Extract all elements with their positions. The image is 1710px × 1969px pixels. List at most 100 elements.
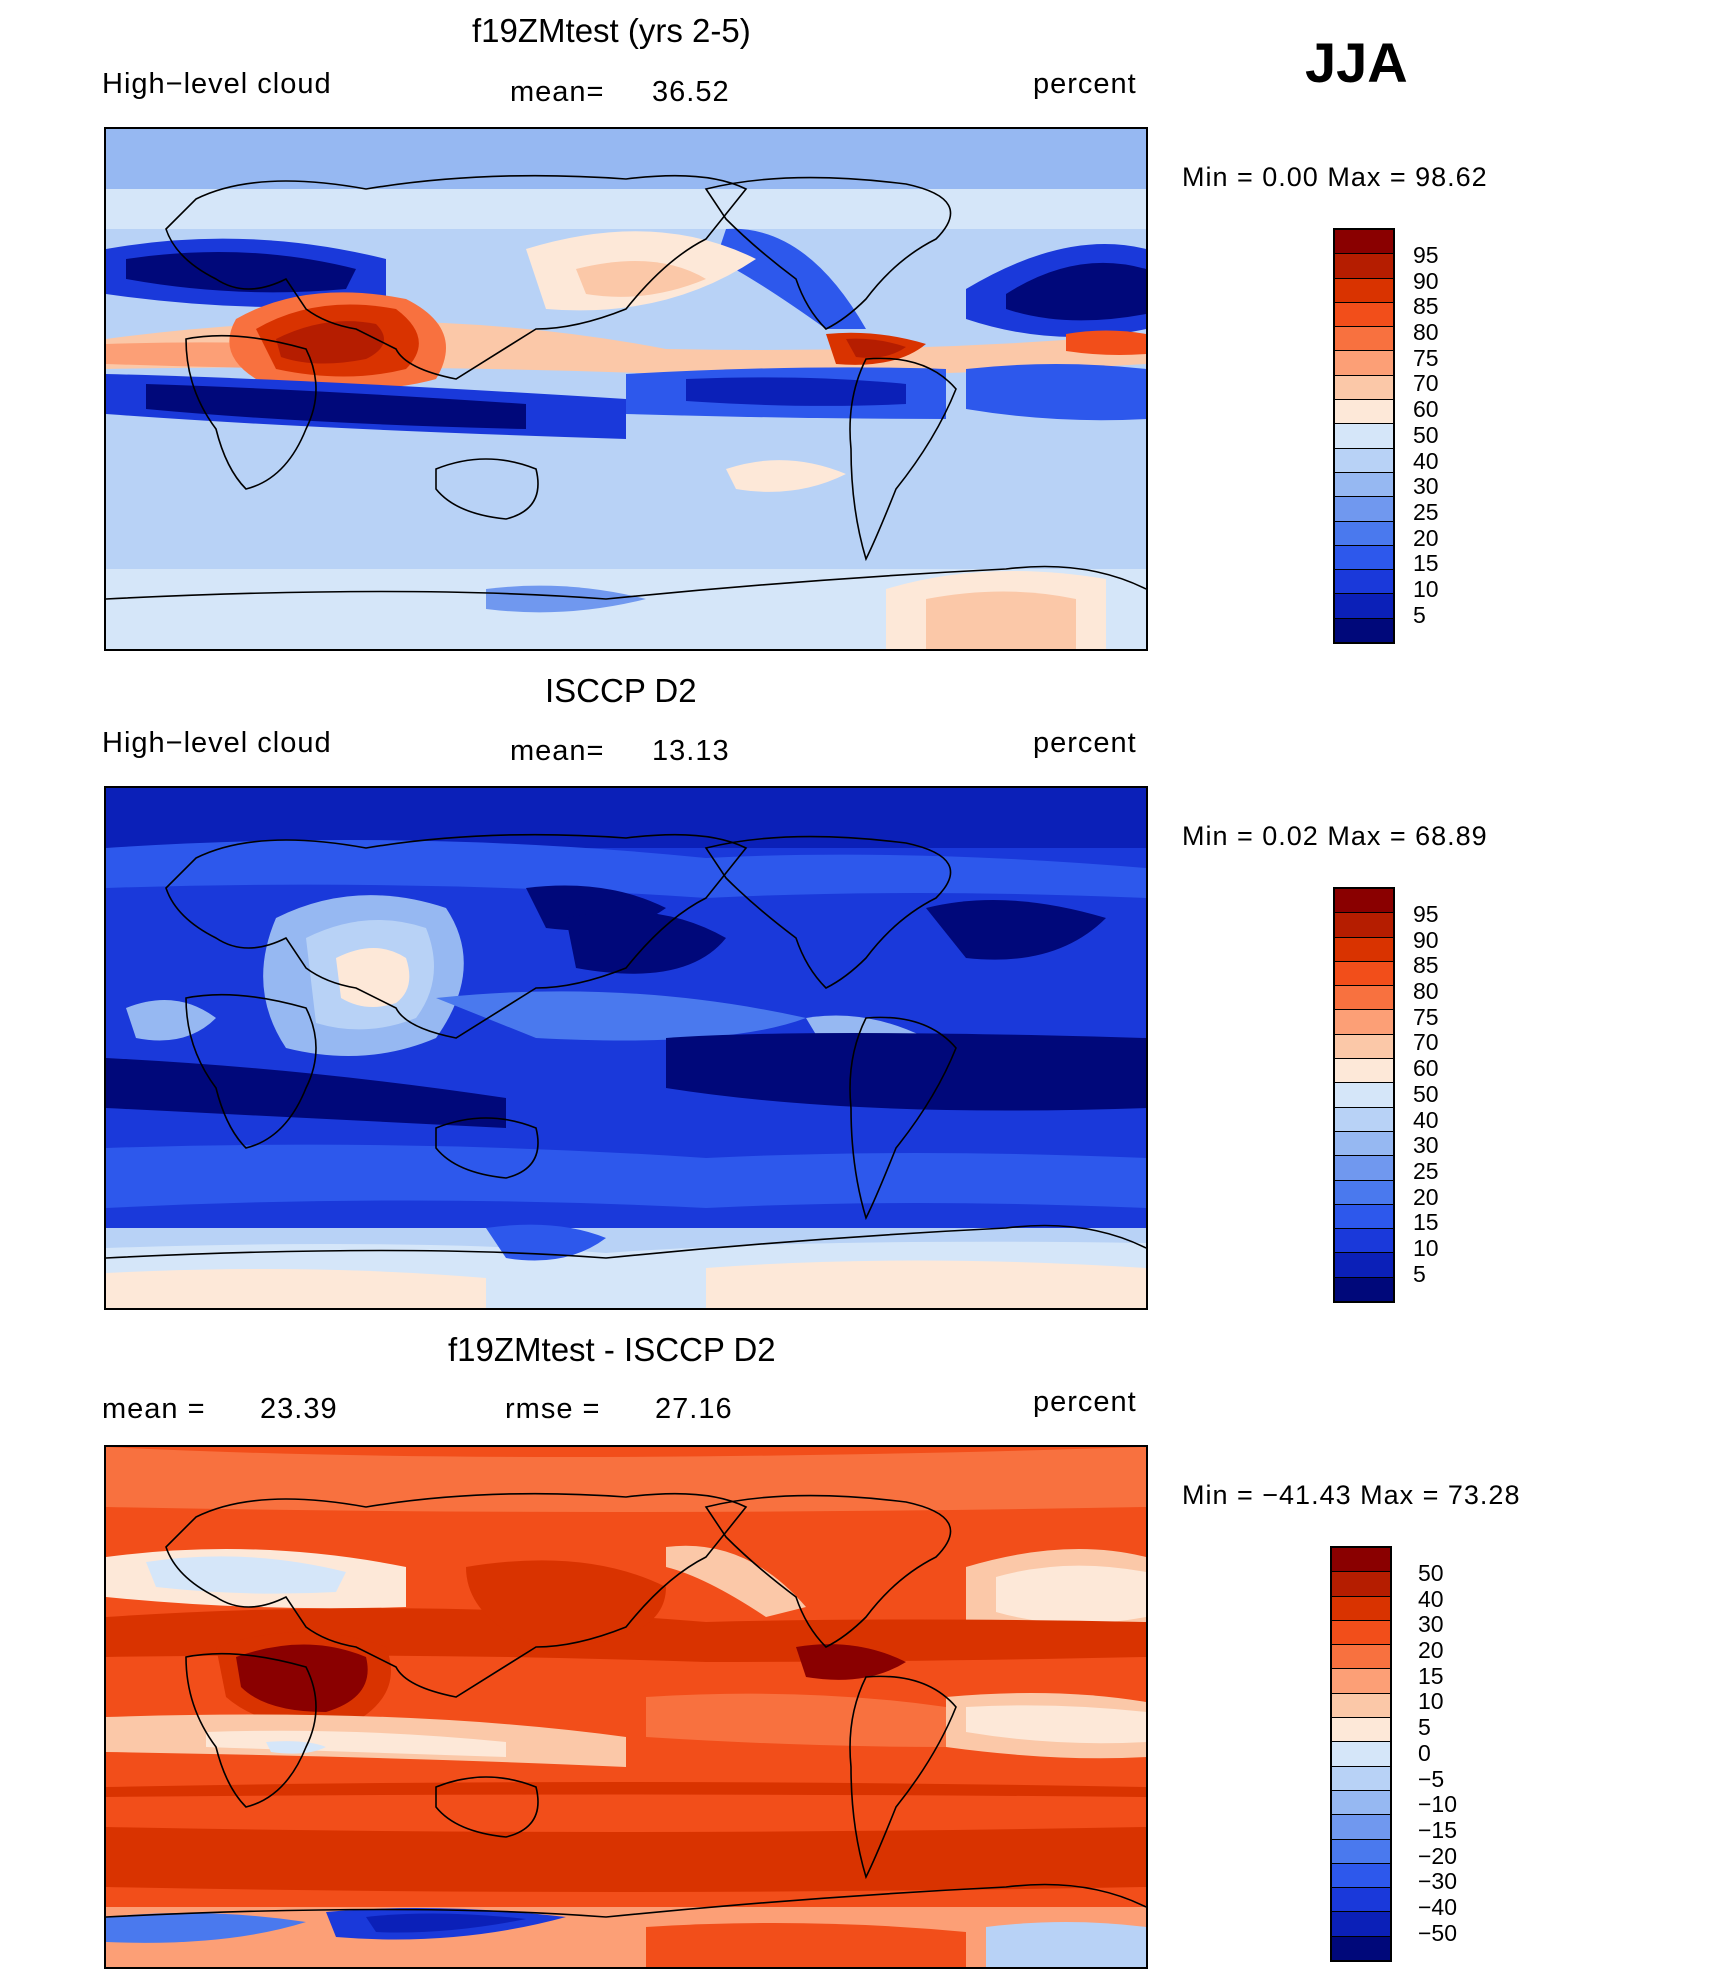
colorbar-tick-label: 50	[1418, 1560, 1444, 1586]
colorbar-tick-label: 25	[1413, 1157, 1439, 1184]
colorbar-segment	[1335, 1107, 1393, 1132]
colorbar-segment	[1335, 1156, 1393, 1181]
colorbar-segment	[1332, 1596, 1390, 1621]
colorbar-segment	[1335, 594, 1393, 619]
colorbar-segment	[1335, 400, 1393, 425]
colorbar-tick-label: 15	[1418, 1662, 1444, 1689]
colorbar-segment	[1332, 1548, 1390, 1573]
colorbar-segment	[1332, 1572, 1390, 1597]
colorbar-segment	[1335, 1180, 1393, 1205]
colorbar-segment	[1335, 1204, 1393, 1230]
colorbar-tick-label: 80	[1413, 319, 1439, 346]
colorbar-tick-label: 20	[1413, 1183, 1439, 1210]
min-max-readout: Min = 0.02 Max = 68.89	[1182, 821, 1488, 851]
colorbar-segment	[1335, 1229, 1393, 1254]
difference-map	[104, 1445, 1148, 1969]
min-max-readout: Min = −41.43 Max = 73.28	[1182, 1480, 1521, 1510]
colorbar-tick-label: −5	[1418, 1765, 1445, 1792]
colorbar-segment	[1335, 278, 1393, 303]
mean-label: mean=	[510, 76, 605, 108]
observation-map	[104, 786, 1148, 1310]
colorbar-tick-label: 10	[1413, 575, 1439, 602]
colorbar-tick-label: 0	[1418, 1739, 1431, 1766]
colorbar-segment	[1332, 1888, 1390, 1913]
colorbar-segment	[1335, 254, 1393, 279]
min-max-readout: Min = 0.00 Max = 98.62	[1182, 162, 1488, 192]
colorbar-tick-label: 20	[1418, 1637, 1444, 1664]
mean-value: 36.52	[652, 76, 730, 108]
season-label: JJA	[1305, 31, 1408, 94]
colorbar-segment	[1332, 1863, 1390, 1889]
colorbar-tick-label: 70	[1413, 1029, 1439, 1056]
colorbar-segment	[1332, 1839, 1390, 1864]
colorbar-tick-label: 25	[1413, 498, 1439, 525]
colorbar-tick-label: 10	[1418, 1688, 1444, 1715]
colorbar-segment	[1335, 302, 1393, 328]
colorbar-tick-label: 5	[1418, 1714, 1431, 1741]
colorbar-tick-label: 5	[1413, 601, 1426, 628]
mean-value: 13.13	[652, 735, 730, 767]
variable-label: High−level cloud	[102, 68, 332, 100]
colorbar-tick-label: 30	[1418, 1611, 1444, 1638]
colorbar-tick-label: −10	[1418, 1791, 1458, 1818]
colorbar-tick-label: 30	[1413, 473, 1439, 500]
colorbar-segment	[1335, 448, 1393, 473]
colorbar-tick-label: 60	[1413, 1055, 1439, 1082]
colorbar-tick-label: 95	[1413, 901, 1439, 927]
colorbar-segment	[1335, 497, 1393, 522]
panel-title: ISCCP D2	[545, 672, 697, 709]
colorbar	[1333, 228, 1395, 644]
model-map	[104, 127, 1148, 651]
colorbar-segment	[1335, 1277, 1393, 1302]
colorbar-segment	[1335, 230, 1393, 255]
units-label: percent	[1033, 727, 1137, 759]
units-label: percent	[1033, 1386, 1137, 1418]
colorbar-ticks: 95 90 85 80 75 70 60 50 40 30 25 20 15 10 5	[1413, 901, 1439, 1287]
colorbar-segment	[1335, 937, 1393, 962]
colorbar-segment	[1335, 327, 1393, 352]
rmse-value: 27.16	[655, 1393, 733, 1425]
colorbar-segment	[1332, 1936, 1390, 1961]
colorbar-tick-label: 40	[1418, 1585, 1444, 1612]
colorbar-segment	[1335, 545, 1393, 571]
colorbar	[1330, 1546, 1392, 1962]
colorbar-segment	[1335, 1083, 1393, 1108]
variable-label: High−level cloud	[102, 727, 332, 759]
colorbar-tick-label: 30	[1413, 1132, 1439, 1159]
colorbar-segment	[1332, 1645, 1390, 1670]
colorbar-segment	[1335, 472, 1393, 498]
colorbar-segment	[1335, 618, 1393, 643]
colorbar-tick-label: −15	[1418, 1816, 1458, 1843]
colorbar-segment	[1335, 1059, 1393, 1084]
colorbar-tick-label: 20	[1413, 524, 1439, 551]
colorbar-segment	[1335, 351, 1393, 376]
colorbar-segment	[1332, 1790, 1390, 1816]
colorbar-segment	[1332, 1766, 1390, 1791]
colorbar-segment	[1335, 1010, 1393, 1035]
rmse-label: rmse =	[505, 1393, 601, 1425]
colorbar-tick-label: 50	[1413, 1080, 1439, 1107]
colorbar-tick-label: 5	[1413, 1260, 1426, 1287]
colorbar-tick-label: 60	[1413, 396, 1439, 423]
units-label: percent	[1033, 68, 1137, 100]
colorbar-tick-label: 85	[1413, 293, 1439, 320]
panel-title: f19ZMtest - ISCCP D2	[448, 1331, 776, 1368]
colorbar-tick-label: 15	[1413, 1209, 1439, 1236]
mean-label: mean=	[510, 735, 605, 767]
colorbar-segment	[1335, 424, 1393, 449]
colorbar-segment	[1335, 1253, 1393, 1278]
colorbar-tick-label: −30	[1418, 1868, 1458, 1895]
colorbar-segment	[1335, 521, 1393, 546]
colorbar-segment	[1335, 375, 1393, 401]
colorbar-tick-label: 40	[1413, 447, 1439, 474]
colorbar-tick-label: −20	[1418, 1842, 1458, 1869]
colorbar-segment	[1332, 1815, 1390, 1840]
colorbar-tick-label: 10	[1413, 1234, 1439, 1261]
colorbar-segment	[1332, 1669, 1390, 1694]
colorbar-segment	[1332, 1912, 1390, 1937]
colorbar-tick-label: 90	[1413, 267, 1439, 294]
colorbar	[1333, 887, 1395, 1303]
colorbar-tick-label: 80	[1413, 978, 1439, 1005]
colorbar-tick-label: −50	[1418, 1919, 1458, 1946]
mean-label: mean =	[102, 1393, 206, 1425]
